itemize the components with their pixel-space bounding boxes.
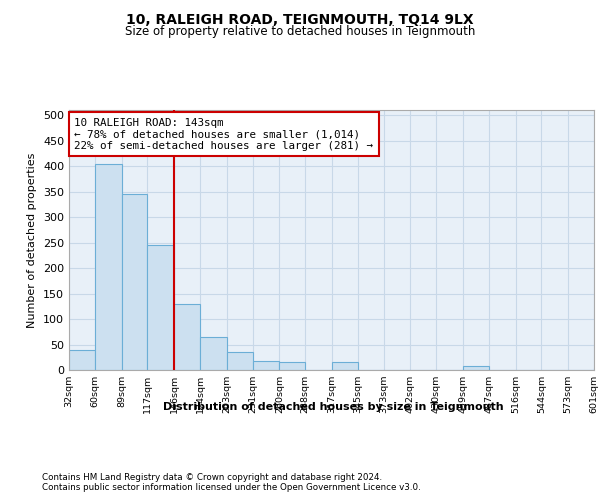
Text: Distribution of detached houses by size in Teignmouth: Distribution of detached houses by size …	[163, 402, 503, 412]
Bar	[122, 194, 148, 370]
Text: 10, RALEIGH ROAD, TEIGNMOUTH, TQ14 9LX: 10, RALEIGH ROAD, TEIGNMOUTH, TQ14 9LX	[126, 12, 474, 26]
Text: 10 RALEIGH ROAD: 143sqm
← 78% of detached houses are smaller (1,014)
22% of semi: 10 RALEIGH ROAD: 143sqm ← 78% of detache…	[74, 118, 373, 151]
Bar	[69, 350, 95, 370]
Bar	[95, 164, 122, 370]
Bar	[227, 352, 253, 370]
Bar	[174, 304, 200, 370]
Bar	[463, 366, 489, 370]
Bar	[332, 362, 358, 370]
Bar	[594, 368, 600, 370]
Bar	[200, 337, 227, 370]
Y-axis label: Number of detached properties: Number of detached properties	[28, 152, 37, 328]
Text: Size of property relative to detached houses in Teignmouth: Size of property relative to detached ho…	[125, 25, 475, 38]
Bar	[253, 361, 280, 370]
Bar	[280, 362, 305, 370]
Bar	[148, 245, 174, 370]
Text: Contains HM Land Registry data © Crown copyright and database right 2024.: Contains HM Land Registry data © Crown c…	[42, 472, 382, 482]
Text: Contains public sector information licensed under the Open Government Licence v3: Contains public sector information licen…	[42, 484, 421, 492]
